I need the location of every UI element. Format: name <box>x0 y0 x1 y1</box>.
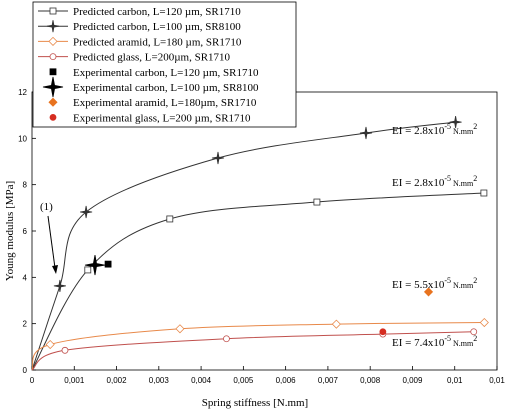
x-tick-label: 0 <box>30 376 35 385</box>
marker <box>449 116 462 129</box>
annotation-part: EI = 5.5x10 <box>392 279 445 291</box>
marker <box>211 151 225 165</box>
y-tick-label: 2 <box>23 320 28 329</box>
y-tick-label: 8 <box>23 181 28 190</box>
x-tick-label: 0,009 <box>402 376 423 385</box>
legend <box>32 1 297 128</box>
x-tick-label: 0,008 <box>360 376 381 385</box>
annotation-part: 2 <box>473 122 477 131</box>
legend-label: Predicted glass, L=200µm, SR1710 <box>73 52 231 64</box>
annotation: EI = 2.8x10-5 N.mm2 <box>392 174 477 189</box>
annotation-part: N.mm <box>451 179 474 188</box>
marker <box>61 346 69 354</box>
annotation-part: -5 <box>444 334 451 343</box>
annotation-part: -5 <box>444 174 451 183</box>
x-tick-label: 0,001 <box>64 376 85 385</box>
legend-marker <box>49 53 57 60</box>
y-tick-label: 4 <box>23 273 28 282</box>
annotation-part: N.mm <box>451 339 474 348</box>
annotation-part: N.mm <box>451 127 474 136</box>
marker <box>470 328 478 336</box>
legend-label: Experimental carbon, L=100 µm, SR8100 <box>73 82 259 94</box>
callout-arrowhead <box>52 265 58 274</box>
annotation-part: EI = 7.4x10 <box>392 337 445 349</box>
legend-label: Experimental glass, L=200 µm, SR1710 <box>73 112 251 124</box>
annotation-part: EI = 2.8x10 <box>392 177 445 189</box>
legend-label: Predicted carbon, L=120 µm, SR1710 <box>73 6 241 18</box>
y-tick-label: 10 <box>18 134 27 143</box>
marker <box>479 317 489 328</box>
x-tick-label: 0,007 <box>318 376 339 385</box>
annotation-part: -5 <box>444 122 451 131</box>
annotation-part: EI = 2.8x10 <box>392 125 445 137</box>
legend-marker <box>48 36 58 46</box>
marker <box>80 205 93 219</box>
legend-marker <box>49 7 57 15</box>
marker <box>223 335 230 343</box>
annotation-part: 2 <box>473 174 477 183</box>
x-tick-label: 0,01 <box>447 376 463 385</box>
marker <box>331 319 341 329</box>
marker <box>480 189 488 197</box>
legend-label: Predicted aramid, L=180 µm, SR1710 <box>73 36 242 48</box>
legend-label: Experimental carbon, L=120 µm, SR1710 <box>73 67 259 79</box>
marker <box>379 328 387 336</box>
x-tick-label: 0,005 <box>233 376 254 385</box>
annotation: EI = 7.4x10-5 N.mm2 <box>392 334 477 349</box>
marker <box>175 324 185 334</box>
legend-marker <box>42 76 64 98</box>
legend-marker <box>49 68 57 76</box>
marker <box>166 215 174 223</box>
annotation: EI = 5.5x10-5 N.mm2 <box>392 276 477 291</box>
annotation-part: 2 <box>473 334 477 343</box>
marker <box>53 279 66 292</box>
x-tick-label: 0,002 <box>107 376 128 385</box>
y-tick-label: 0 <box>23 366 28 375</box>
callout-arrow <box>47 215 56 269</box>
series-line <box>31 192 484 371</box>
series-line <box>31 121 456 371</box>
y-axis-label: Young modulus [MPa] <box>4 181 16 281</box>
y-tick-label: 12 <box>18 88 27 97</box>
x-tick-label: 0,01 <box>489 376 505 385</box>
legend-marker <box>46 20 60 33</box>
callout: (1) <box>40 201 53 213</box>
marker <box>423 287 434 297</box>
marker <box>84 255 106 276</box>
annotation-part: 2 <box>473 276 477 285</box>
marker <box>104 260 112 268</box>
legend-marker <box>48 97 58 107</box>
annotation: EI = 2.8x10-5 N.mm2 <box>392 122 477 137</box>
annotation-part: -5 <box>444 276 451 285</box>
marker <box>45 339 55 350</box>
legend-marker <box>49 114 57 121</box>
legend-label: Experimental aramid, L=180µm, SR1710 <box>73 97 257 109</box>
annotation-part: N.mm <box>451 281 474 290</box>
marker <box>84 266 92 274</box>
y-tick-label: 6 <box>23 227 28 236</box>
x-axis-label: Spring stiffness [N.mm] <box>202 397 308 409</box>
x-tick-label: 0,003 <box>149 376 170 385</box>
marker <box>359 126 373 140</box>
marker <box>313 198 321 206</box>
x-tick-label: 0,004 <box>191 376 212 385</box>
legend-label: Predicted carbon, L=100 µm, SR8100 <box>73 21 241 33</box>
x-tick-label: 0,006 <box>276 376 297 385</box>
